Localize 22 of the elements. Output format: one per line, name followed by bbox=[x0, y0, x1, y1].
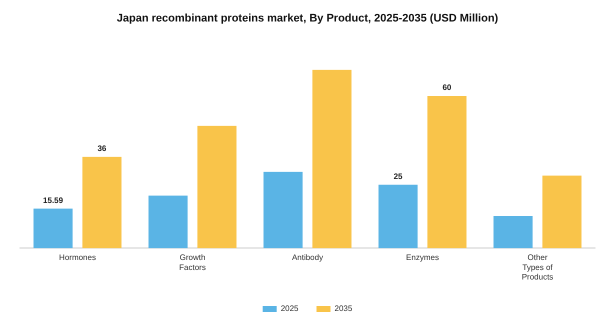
chart-title: Japan recombinant proteins market, By Product, 2025-2035 (USD Million) bbox=[116, 12, 499, 25]
bar bbox=[427, 96, 466, 248]
x-tick-label: Enzymes bbox=[406, 253, 439, 262]
bar bbox=[264, 172, 303, 248]
data-label: 36 bbox=[97, 144, 107, 154]
bar bbox=[34, 208, 73, 248]
legend-label: 2025 bbox=[280, 304, 300, 314]
x-tick-label: Other Types of Products bbox=[522, 253, 554, 282]
bar bbox=[378, 184, 418, 248]
legend-label: 2035 bbox=[334, 304, 353, 314]
data-label: 60 bbox=[442, 83, 452, 92]
bar bbox=[312, 70, 352, 248]
bar bbox=[542, 176, 582, 248]
x-tick-label: Growth Factors bbox=[179, 253, 206, 272]
bar bbox=[494, 216, 533, 248]
bar bbox=[82, 156, 122, 248]
data-label: 15.59 bbox=[43, 196, 64, 205]
data-label: 25 bbox=[394, 172, 404, 181]
x-tick-label: Hormones bbox=[59, 253, 96, 262]
x-tick-label: Antibody bbox=[292, 253, 324, 262]
bar bbox=[148, 196, 188, 248]
bar bbox=[197, 126, 236, 248]
